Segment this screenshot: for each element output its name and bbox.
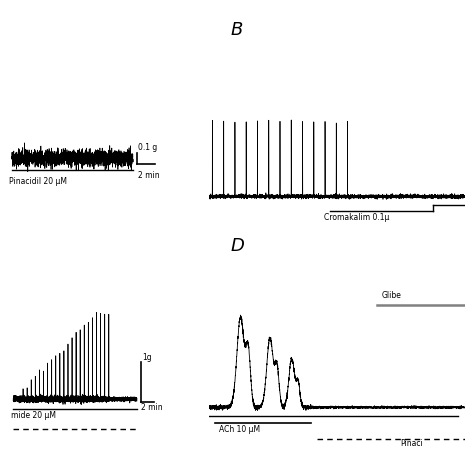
Text: 1g: 1g (142, 353, 151, 362)
Text: B: B (231, 21, 243, 39)
Text: 2 min: 2 min (141, 403, 163, 412)
Text: ACh 10 μM: ACh 10 μM (219, 425, 260, 434)
Text: 2 min: 2 min (138, 171, 159, 180)
Text: mide 20 μM: mide 20 μM (11, 411, 56, 420)
Text: 0.1 g: 0.1 g (138, 144, 157, 153)
Text: Cromakalim 0.1μ: Cromakalim 0.1μ (324, 213, 389, 222)
Text: Pinacidil 20 μM: Pinacidil 20 μM (9, 177, 67, 186)
Text: Pinaci: Pinaci (401, 438, 423, 447)
Text: D: D (230, 237, 244, 255)
Text: Glibe: Glibe (381, 291, 401, 300)
